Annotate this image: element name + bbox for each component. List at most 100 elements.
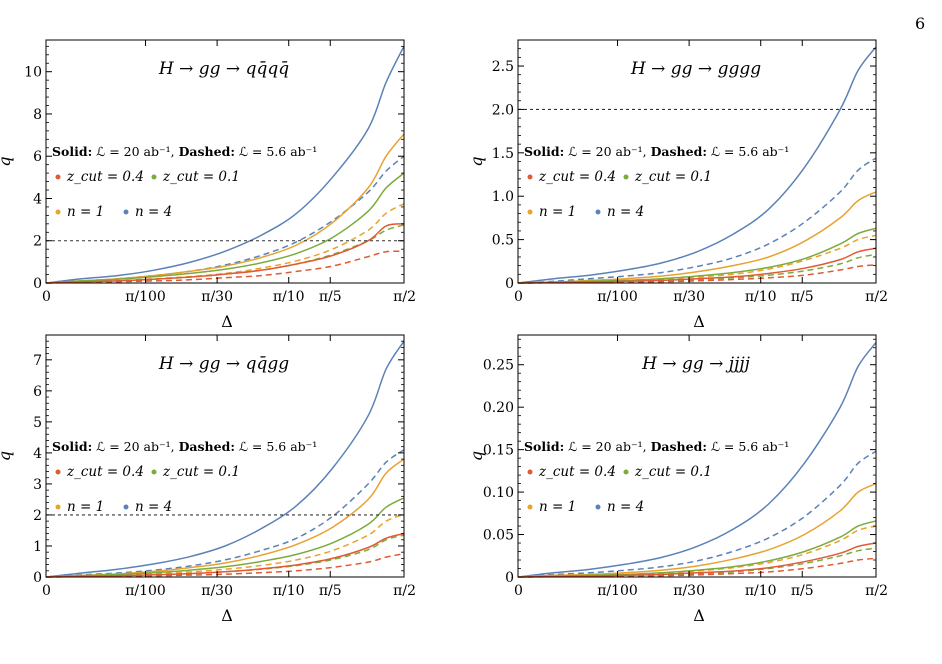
series-line-8-dashed <box>517 264 877 284</box>
x-tick-label: π/5 <box>791 583 814 599</box>
y-tick-label: 1.5 <box>492 146 514 162</box>
legend-marker <box>595 209 601 215</box>
y-axis-label: q <box>467 451 486 461</box>
x-tick-label: π/10 <box>745 289 777 305</box>
legend-label: z_cut = 0.1 <box>162 464 240 480</box>
y-tick-label: 0.10 <box>483 485 514 501</box>
plot-frame <box>517 334 877 578</box>
luminosity-annotation: Solid: ℒ = 20 ab⁻¹, Dashed: ℒ = 5.6 ab⁻¹ <box>52 439 317 454</box>
annotation-dashed-value: ℒ = 5.6 ab⁻¹ <box>711 144 789 159</box>
x-tick-label: π/10 <box>745 583 777 599</box>
series-line-6-dashed <box>517 253 877 284</box>
legend-marker <box>55 504 61 510</box>
legend-label: n = 4 <box>607 204 644 220</box>
y-tick-label: 0.15 <box>483 443 514 459</box>
chart-title: H → gg → qq̄gg <box>158 354 289 374</box>
y-tick-label: 2.0 <box>492 102 514 118</box>
annotation-dashed-value: ℒ = 5.6 ab⁻¹ <box>239 439 317 454</box>
series-line-4-dashed <box>517 525 877 578</box>
x-tick-label: π/100 <box>597 583 638 599</box>
x-tick-label: π/2 <box>865 289 888 305</box>
series-line-4-dashed <box>45 203 405 284</box>
annotation-solid-prefix: Solid: <box>52 439 92 454</box>
y-tick-label: 0 <box>505 276 514 292</box>
legend-label: n = 1 <box>539 499 576 515</box>
series-line-3-solid <box>517 191 877 284</box>
annotation-solid-value: ℒ = 20 ab⁻¹, <box>568 439 646 454</box>
x-tick-label: π/2 <box>865 583 888 599</box>
x-tick-label: π/10 <box>273 583 305 599</box>
y-tick-label: 5 <box>33 415 42 431</box>
legend-label: z_cut = 0.1 <box>634 169 712 185</box>
x-tick-label: 0 <box>514 289 523 305</box>
legend-label: z_cut = 0.4 <box>538 169 616 185</box>
annotation-dashed-prefix: Dashed: <box>179 439 235 454</box>
y-tick-label: 7 <box>33 353 42 369</box>
page-number: 6 <box>915 14 926 33</box>
x-tick-label: π/30 <box>673 289 705 305</box>
x-tick-label: π/100 <box>125 583 166 599</box>
y-tick-label: 6 <box>33 149 42 165</box>
legend-label: n = 4 <box>135 499 172 515</box>
annotation-solid-prefix: Solid: <box>524 144 564 159</box>
y-tick-label: 0.05 <box>483 528 514 544</box>
annotation-solid-value: ℒ = 20 ab⁻¹, <box>96 144 174 159</box>
x-tick-label: 0 <box>42 289 51 305</box>
y-tick-label: 2.5 <box>492 59 514 75</box>
legend-marker <box>527 209 533 215</box>
x-axis-label: Δ <box>221 312 233 331</box>
y-tick-label: 0 <box>33 570 42 586</box>
legend-label: z_cut = 0.1 <box>162 169 240 185</box>
series-line-5-solid <box>45 172 405 284</box>
y-tick-label: 0 <box>33 276 42 292</box>
legend-label: n = 4 <box>135 204 172 220</box>
series-line-6-dashed <box>517 547 877 578</box>
legend-marker <box>151 469 157 475</box>
series-line-5-solid <box>45 497 405 578</box>
legend-marker <box>527 174 533 180</box>
annotation-dashed-prefix: Dashed: <box>179 144 235 159</box>
legend-label: n = 1 <box>539 204 576 220</box>
y-tick-label: 3 <box>33 477 42 493</box>
y-tick-label: 0.20 <box>483 400 514 416</box>
legend-label: n = 4 <box>607 499 644 515</box>
chart-panel-2: 0 0.5 1.0 1.5 2.0 2.5 0 π/100 π/30 π/10 π/5 π/2 Δq H … <box>467 39 888 331</box>
y-tick-label: 6 <box>33 384 42 400</box>
legend-label: z_cut = 0.4 <box>66 169 144 185</box>
legend-marker <box>151 174 157 180</box>
legend-label: n = 1 <box>67 499 104 515</box>
series-line-2-dashed <box>45 155 405 284</box>
legend-marker <box>55 174 61 180</box>
legend-marker <box>527 469 533 475</box>
luminosity-annotation: Solid: ℒ = 20 ab⁻¹, Dashed: ℒ = 5.6 ab⁻¹ <box>524 144 789 159</box>
series-line-8-dashed <box>517 557 877 578</box>
x-axis-label: Δ <box>693 312 705 331</box>
y-tick-label: 1 <box>33 539 42 555</box>
x-tick-label: π/100 <box>597 289 638 305</box>
series-line-8-dashed <box>45 552 405 578</box>
series-line-1-solid <box>517 46 877 284</box>
chart-panel-4: 0 0.05 0.10 0.15 0.20 0.25 0 π/100 π/30 π/10 π/5 π/… <box>467 334 888 625</box>
legend-marker <box>595 504 601 510</box>
luminosity-annotation: Solid: ℒ = 20 ab⁻¹, Dashed: ℒ = 5.6 ab⁻¹ <box>52 144 317 159</box>
y-tick-label: 2 <box>33 234 42 250</box>
annotation-dashed-prefix: Dashed: <box>651 144 707 159</box>
legend-marker <box>123 209 129 215</box>
x-tick-label: π/5 <box>319 289 342 305</box>
luminosity-annotation: Solid: ℒ = 20 ab⁻¹, Dashed: ℒ = 5.6 ab⁻¹ <box>524 439 789 454</box>
y-tick-label: 4 <box>33 446 42 462</box>
x-tick-label: π/30 <box>673 583 705 599</box>
legend-label: z_cut = 0.1 <box>634 464 712 480</box>
x-axis-label: Δ <box>693 606 705 625</box>
legend-marker <box>55 209 61 215</box>
series-line-3-solid <box>517 482 877 578</box>
chart-title: H → gg → jjjj <box>641 354 751 374</box>
chart-panel-3: 0 1 2 3 4 5 6 7 0 π/100 π/30 π/10 π/5 π/2 Δq H → gg → q… <box>0 334 416 625</box>
annotation-dashed-prefix: Dashed: <box>651 439 707 454</box>
series-line-1-solid <box>517 342 877 578</box>
legend-marker <box>123 504 129 510</box>
legend-marker <box>623 174 629 180</box>
legend-label: z_cut = 0.4 <box>538 464 616 480</box>
series-line-7-solid <box>517 247 877 284</box>
series-line-5-solid <box>517 227 877 284</box>
